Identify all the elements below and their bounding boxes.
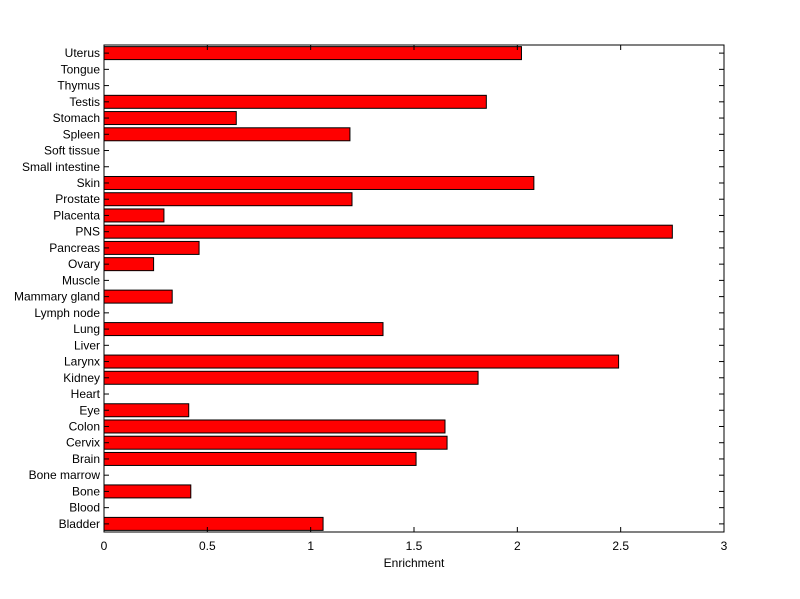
bar-cervix bbox=[103, 435, 448, 450]
y-tick-label: Cervix bbox=[66, 436, 100, 450]
x-tick-label: 2 bbox=[514, 539, 521, 553]
x-tick-label: 0 bbox=[101, 539, 108, 553]
bar-mammary-gland bbox=[103, 289, 173, 304]
bar-skin bbox=[103, 175, 535, 190]
bar-kidney bbox=[103, 370, 479, 385]
bar-pns bbox=[103, 224, 673, 239]
y-tick-label: Colon bbox=[69, 419, 100, 433]
y-tick-label: Placenta bbox=[53, 208, 100, 222]
y-tick-label: Testis bbox=[69, 95, 100, 109]
y-tick-label: Soft tissue bbox=[44, 144, 100, 158]
bar-uterus bbox=[103, 46, 522, 61]
bar-eye bbox=[103, 403, 190, 418]
bar-pancreas bbox=[103, 240, 200, 255]
bar-spleen bbox=[103, 127, 351, 142]
y-tick-label: Small intestine bbox=[22, 160, 100, 174]
plot-area bbox=[104, 45, 724, 532]
bar-prostate bbox=[103, 192, 353, 207]
x-ticks: 0 0.5 1 1.5 2 2.5 3 bbox=[101, 45, 728, 553]
y-tick-label: Liver bbox=[74, 338, 100, 352]
bar-brain bbox=[103, 451, 417, 466]
bar-larynx bbox=[103, 354, 620, 369]
x-tick-label: 1 bbox=[307, 539, 314, 553]
y-tick-label: Bone bbox=[72, 484, 100, 498]
y-tick-label: Eye bbox=[79, 403, 100, 417]
y-tick-label: Spleen bbox=[63, 127, 100, 141]
y-tick-label: Mammary gland bbox=[14, 290, 100, 304]
y-tick-label: Bladder bbox=[59, 517, 100, 531]
x-tick-label: 1.5 bbox=[406, 539, 423, 553]
y-tick-label: Muscle bbox=[62, 273, 100, 287]
y-tick-label: Stomach bbox=[53, 111, 100, 125]
y-ticks: Uterus Tongue Thymus Testis Stomach Spleen Sof… bbox=[14, 46, 724, 531]
y-tick-label: Bone marrow bbox=[29, 468, 101, 482]
y-tick-label: Prostate bbox=[55, 192, 100, 206]
bar-bone bbox=[103, 484, 192, 499]
bar-stomach bbox=[103, 111, 237, 126]
y-tick-label: Blood bbox=[69, 501, 100, 515]
y-tick-label: Brain bbox=[72, 452, 100, 466]
bar-bladder bbox=[103, 516, 324, 531]
y-tick-label: Uterus bbox=[65, 46, 100, 60]
plot-frame bbox=[103, 44, 725, 533]
bar-testis bbox=[103, 94, 487, 109]
y-tick-label: Larynx bbox=[64, 355, 100, 369]
bar-colon bbox=[103, 419, 446, 434]
bar-placenta bbox=[103, 208, 165, 223]
x-tick-label: 0.5 bbox=[199, 539, 216, 553]
y-tick-label: Tongue bbox=[61, 62, 101, 76]
bar-lung bbox=[103, 322, 384, 337]
y-tick-label: Pancreas bbox=[49, 241, 100, 255]
y-tick-label: Kidney bbox=[63, 371, 100, 385]
y-tick-label: Lymph node bbox=[34, 306, 100, 320]
x-tick-label: 2.5 bbox=[612, 539, 629, 553]
x-tick-label: 3 bbox=[721, 539, 728, 553]
y-tick-label: Heart bbox=[71, 387, 101, 401]
y-tick-label: Skin bbox=[77, 176, 100, 190]
bar-ovary bbox=[103, 257, 155, 272]
y-tick-label: Ovary bbox=[68, 257, 100, 271]
y-tick-label: PNS bbox=[75, 225, 100, 239]
x-axis-label: Enrichment bbox=[384, 556, 445, 570]
y-tick-label: Lung bbox=[73, 322, 100, 336]
y-tick-label: Thymus bbox=[57, 79, 100, 93]
